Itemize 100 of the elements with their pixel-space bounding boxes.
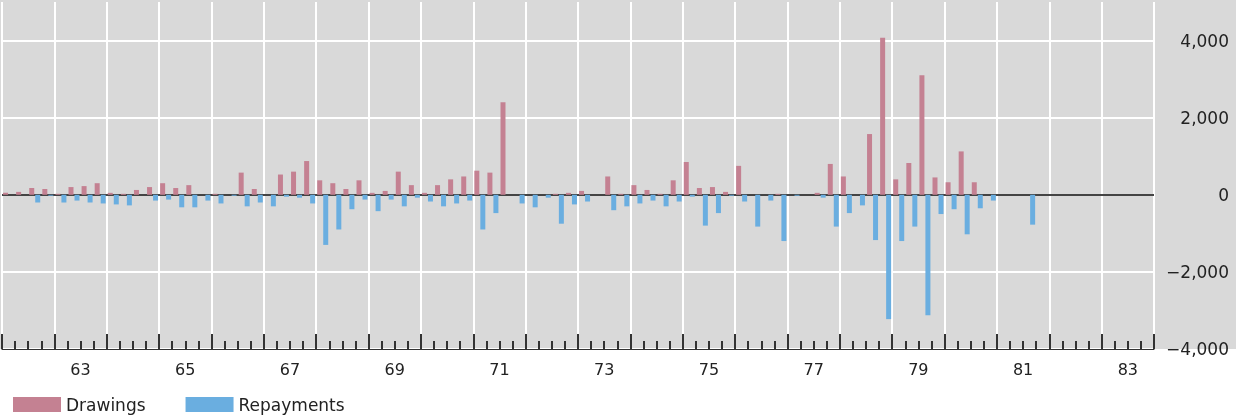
- bar: [356, 180, 362, 195]
- bar: [932, 177, 938, 195]
- bar: [631, 185, 637, 195]
- bar: [94, 183, 100, 195]
- bar: [683, 162, 689, 195]
- bar: [310, 194, 316, 204]
- bar: [401, 194, 407, 207]
- x-tick-label: 79: [908, 359, 929, 379]
- bar: [153, 194, 159, 201]
- bar: [461, 176, 467, 195]
- bar: [605, 176, 611, 195]
- bar: [945, 182, 951, 195]
- bar: [755, 194, 761, 227]
- bar: [558, 194, 564, 224]
- y-tick-label: 0: [1218, 184, 1229, 205]
- bar: [29, 188, 35, 195]
- bar: [519, 194, 525, 204]
- bar: [244, 194, 250, 207]
- bar: [925, 194, 931, 316]
- bar: [880, 37, 886, 195]
- bar: [742, 194, 748, 202]
- bar: [270, 194, 276, 207]
- x-tick-label: 83: [1117, 359, 1138, 379]
- bar: [323, 194, 329, 245]
- x-tick-label: 69: [384, 359, 405, 379]
- bar: [899, 194, 905, 242]
- bar: [474, 170, 480, 195]
- x-tick-label: 77: [803, 359, 824, 379]
- bar: [964, 194, 970, 235]
- bar: [467, 194, 473, 201]
- bar: [644, 189, 650, 195]
- bar: [919, 75, 925, 195]
- bar: [251, 188, 257, 195]
- bar: [886, 194, 892, 320]
- bar: [297, 194, 303, 198]
- bar: [238, 172, 244, 195]
- bar: [971, 182, 977, 195]
- bar: [343, 188, 349, 195]
- bar: [427, 194, 433, 202]
- bar: [624, 194, 630, 207]
- bar: [133, 189, 139, 195]
- bar: [448, 179, 454, 195]
- x-tick-label: 73: [594, 359, 615, 379]
- bar: [650, 194, 656, 201]
- bar: [179, 194, 185, 208]
- legend-label: Drawings: [66, 394, 146, 415]
- bar: [100, 194, 106, 204]
- bar: [126, 194, 132, 206]
- bar: [585, 194, 591, 202]
- bar: [768, 194, 774, 201]
- bar: [388, 194, 394, 200]
- bar: [532, 194, 538, 208]
- bar: [827, 163, 833, 195]
- bar: [330, 183, 336, 195]
- x-tick-label: 65: [175, 359, 196, 379]
- bar: [42, 188, 48, 195]
- x-tick-label: 67: [279, 359, 301, 379]
- bar: [441, 194, 447, 207]
- bar: [35, 194, 41, 203]
- bar: [1030, 194, 1036, 225]
- bar: [833, 194, 839, 227]
- bar: [867, 134, 873, 195]
- bar: [663, 194, 669, 207]
- bar: [113, 194, 119, 205]
- bar: [781, 194, 787, 242]
- bar: [160, 183, 166, 195]
- bar: [579, 190, 585, 195]
- y-tick-label: −4,000: [1166, 339, 1229, 359]
- bar: [277, 174, 283, 195]
- bar: [218, 194, 224, 204]
- bar: [487, 172, 493, 195]
- bar: [893, 179, 899, 195]
- bar: [173, 188, 179, 195]
- bar: [715, 194, 721, 214]
- bar: [493, 194, 499, 214]
- bar: [454, 194, 460, 204]
- bar: [291, 171, 297, 195]
- y-tick-label: 4,000: [1180, 30, 1229, 51]
- bar: [336, 194, 342, 230]
- bar: [166, 194, 172, 200]
- bar: [304, 161, 310, 195]
- bar: [951, 194, 957, 210]
- bar: [349, 194, 355, 210]
- bar: [637, 194, 643, 204]
- bar: [676, 194, 682, 202]
- bar: [846, 194, 852, 214]
- bar: [820, 194, 826, 198]
- bar: [859, 194, 865, 206]
- x-tick-label: 75: [698, 359, 720, 379]
- bar: [611, 194, 617, 211]
- bar: [545, 194, 551, 198]
- bar: [736, 165, 742, 195]
- bar: [414, 194, 420, 198]
- bar: [16, 191, 22, 195]
- bar: [938, 194, 944, 215]
- bar: [317, 180, 323, 195]
- bar: [68, 187, 74, 195]
- bar: [408, 185, 414, 195]
- bar: [571, 194, 577, 205]
- bar: [205, 194, 211, 201]
